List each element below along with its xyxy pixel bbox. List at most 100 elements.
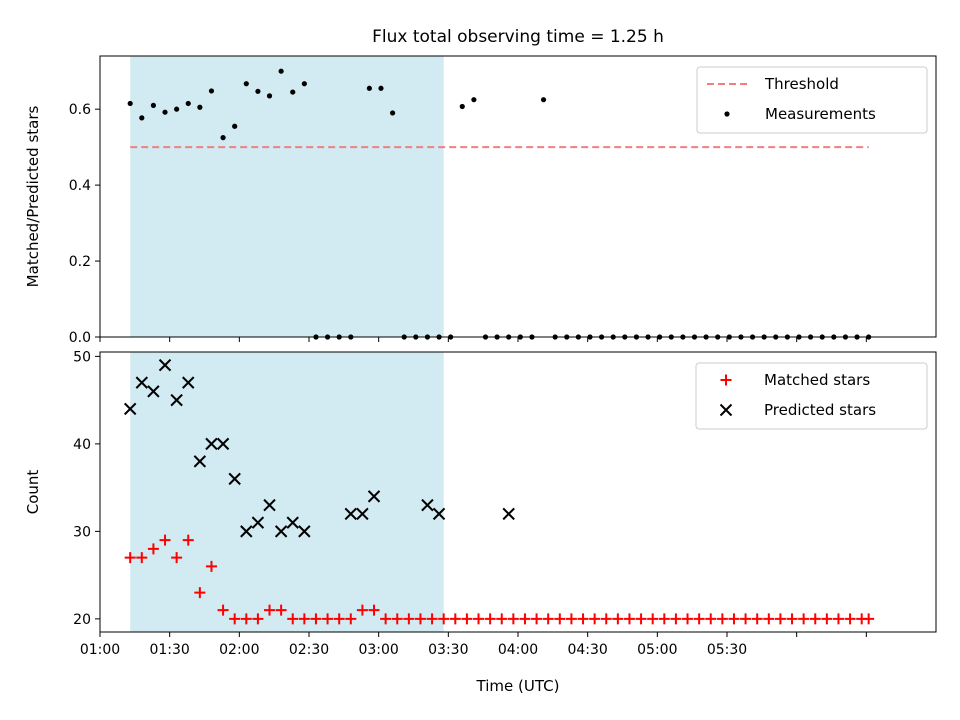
- data-point: [322, 613, 334, 625]
- y-axis-label: Matched/Predicted stars: [24, 106, 42, 288]
- data-point: [228, 472, 241, 486]
- chart-title: Flux total observing time = 1.25 h: [372, 27, 664, 47]
- data-point: [220, 135, 226, 141]
- data-point: [502, 507, 515, 521]
- legend-label-matched-stars: Matched stars: [764, 371, 870, 389]
- data-point: [542, 613, 554, 625]
- series-matched-stars: [124, 534, 875, 625]
- data-point: [728, 613, 740, 625]
- data-point: [278, 68, 284, 74]
- highlight-window: [130, 352, 444, 632]
- data-point: [863, 613, 875, 625]
- y-tick-label: 40: [73, 437, 91, 453]
- data-point: [763, 613, 775, 625]
- data-point: [438, 613, 450, 625]
- data-point: [798, 613, 810, 625]
- x-tick-label: 03:30: [428, 642, 468, 658]
- legend-swatch-measurements: [724, 111, 730, 117]
- data-point: [243, 81, 249, 87]
- data-point: [147, 385, 160, 398]
- data-point: [391, 613, 403, 625]
- data-point: [205, 560, 217, 572]
- y-tick-label: 0.4: [69, 178, 91, 194]
- data-point: [252, 613, 264, 625]
- legend-swatch-predicted-stars: [719, 403, 733, 417]
- data-point: [263, 498, 276, 512]
- x-tick-label: 01:30: [149, 642, 189, 658]
- x-tick-label: 04:30: [567, 642, 607, 658]
- data-point: [368, 604, 380, 616]
- data-point: [136, 552, 148, 564]
- data-point: [612, 613, 624, 625]
- data-point: [380, 613, 392, 625]
- data-point: [135, 376, 149, 389]
- legend-label-predicted-stars: Predicted stars: [764, 401, 876, 419]
- legend-frame: [696, 66, 928, 134]
- legend-frame: [695, 362, 928, 430]
- y-tick-label: 0.6: [69, 102, 91, 118]
- data-point: [844, 613, 856, 625]
- data-point: [150, 102, 157, 108]
- data-point: [174, 106, 180, 112]
- data-point: [208, 88, 215, 94]
- data-point: [471, 97, 477, 103]
- data-point: [229, 613, 241, 625]
- data-point: [705, 613, 717, 625]
- legend-label-threshold: Threshold: [764, 75, 839, 93]
- data-point: [255, 88, 261, 94]
- data-point: [403, 613, 415, 625]
- data-point: [205, 437, 218, 451]
- y-tick-label: 20: [73, 612, 91, 628]
- legend: Matched stars Predicted stars: [695, 362, 928, 430]
- data-point: [378, 85, 384, 91]
- y-axis-label: Count: [24, 470, 42, 515]
- data-point: [298, 613, 310, 625]
- data-point: [623, 613, 635, 625]
- data-point: [716, 613, 728, 625]
- data-point: [484, 613, 496, 625]
- data-point: [193, 455, 207, 468]
- data-point: [367, 490, 381, 503]
- data-point: [600, 613, 612, 625]
- data-point: [266, 93, 273, 99]
- highlight-window: [130, 56, 444, 337]
- data-point: [356, 604, 368, 616]
- data-point: [286, 516, 299, 529]
- data-point: [216, 437, 230, 451]
- data-point: [540, 97, 547, 103]
- data-point: [786, 613, 798, 625]
- data-point: [577, 613, 589, 625]
- data-point: [432, 507, 446, 521]
- data-point: [356, 507, 369, 521]
- legend-swatch-matched-stars: [720, 374, 732, 386]
- data-point: [821, 613, 833, 625]
- data-point: [345, 613, 357, 625]
- data-point: [554, 613, 566, 625]
- data-point: [170, 393, 183, 407]
- data-point: [473, 613, 485, 625]
- x-tick-label: 05:30: [707, 642, 747, 658]
- data-point: [232, 123, 238, 129]
- x-tick-label: 05:00: [637, 642, 677, 658]
- data-point: [589, 613, 601, 625]
- data-point: [390, 110, 396, 116]
- data-point: [658, 613, 670, 625]
- data-point: [751, 613, 763, 625]
- data-point: [171, 552, 183, 564]
- data-point: [197, 104, 203, 110]
- data-point: [274, 525, 288, 538]
- data-point: [740, 613, 752, 625]
- data-point: [240, 525, 253, 538]
- data-point: [333, 613, 345, 625]
- y-tick-label: 0.0: [69, 330, 91, 346]
- data-point: [123, 402, 137, 416]
- data-point: [264, 604, 276, 616]
- data-point: [366, 85, 372, 91]
- data-point: [459, 103, 465, 110]
- data-point: [147, 543, 159, 555]
- x-tick-label: 02:30: [289, 642, 329, 658]
- legend: Threshold Measurements: [696, 66, 928, 134]
- data-point: [670, 613, 682, 625]
- count-panel: 20 30 40 50 01:00 01:30 02:00 02:30 03:00 03:30 04…: [24, 349, 937, 658]
- data-point: [507, 613, 519, 625]
